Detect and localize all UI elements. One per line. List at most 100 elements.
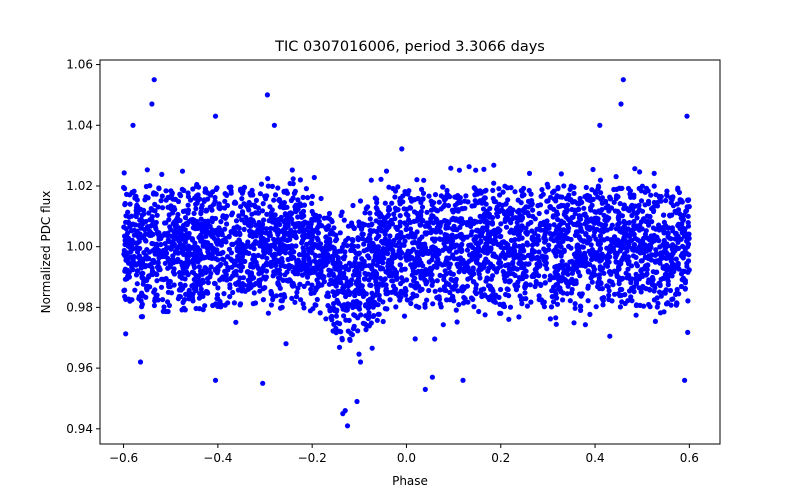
data-point xyxy=(290,269,296,275)
data-point xyxy=(523,296,529,302)
data-point xyxy=(456,167,462,173)
data-point xyxy=(209,233,215,239)
data-point xyxy=(667,287,674,294)
data-point xyxy=(267,247,273,253)
data-point xyxy=(178,270,184,276)
data-point xyxy=(440,322,446,328)
data-point xyxy=(263,268,270,274)
data-point xyxy=(214,270,220,276)
data-point xyxy=(437,287,443,293)
data-point xyxy=(418,199,424,205)
data-point xyxy=(498,221,504,227)
data-point xyxy=(419,249,425,255)
data-point xyxy=(516,314,522,320)
data-point xyxy=(388,262,394,268)
data-point xyxy=(445,203,452,209)
data-point xyxy=(163,220,169,226)
data-point xyxy=(386,289,392,296)
data-point xyxy=(412,239,418,245)
data-point xyxy=(554,263,560,269)
data-point xyxy=(518,265,525,271)
data-point xyxy=(229,212,235,218)
data-point xyxy=(533,280,540,287)
data-point xyxy=(515,209,521,215)
data-point xyxy=(230,273,236,279)
data-point xyxy=(294,289,300,295)
data-point xyxy=(153,219,159,226)
data-point xyxy=(561,183,567,189)
data-point xyxy=(389,200,395,206)
data-point xyxy=(523,268,529,274)
data-point xyxy=(123,331,129,337)
data-point xyxy=(314,235,320,241)
data-point xyxy=(208,228,215,234)
data-point xyxy=(305,195,311,201)
data-point xyxy=(345,279,351,285)
data-point xyxy=(593,190,599,196)
data-point xyxy=(442,197,448,203)
data-point xyxy=(246,207,252,213)
data-point xyxy=(595,240,601,246)
data-point xyxy=(676,245,682,251)
data-point xyxy=(196,278,202,284)
data-point xyxy=(209,207,215,213)
data-point xyxy=(401,206,407,212)
data-point xyxy=(458,199,464,205)
data-point xyxy=(466,242,472,248)
data-point xyxy=(130,256,136,262)
data-point xyxy=(486,232,492,239)
data-point xyxy=(153,226,159,232)
data-point xyxy=(357,282,363,288)
data-point xyxy=(411,278,417,284)
data-points xyxy=(121,77,692,429)
data-point xyxy=(428,198,434,204)
data-point xyxy=(225,254,231,260)
data-point xyxy=(355,328,361,334)
data-point xyxy=(418,244,424,250)
data-point xyxy=(150,271,156,278)
data-point xyxy=(536,249,542,255)
data-point xyxy=(529,228,535,234)
data-point xyxy=(333,238,339,244)
data-point xyxy=(582,253,588,259)
data-point xyxy=(259,208,266,214)
data-point xyxy=(310,306,316,312)
data-point xyxy=(241,287,247,293)
data-point xyxy=(636,202,642,208)
data-point xyxy=(371,258,377,264)
data-point xyxy=(180,232,187,238)
data-point xyxy=(500,250,506,256)
data-point xyxy=(239,217,245,223)
data-point xyxy=(411,218,417,224)
data-point xyxy=(142,227,148,233)
data-point xyxy=(547,205,554,211)
x-tick-label: 0.4 xyxy=(586,451,605,465)
data-point xyxy=(516,236,522,242)
data-point xyxy=(250,219,257,225)
data-point xyxy=(298,210,304,216)
data-point xyxy=(297,259,303,266)
data-point xyxy=(198,209,204,215)
data-point xyxy=(301,202,308,208)
data-point xyxy=(607,333,613,339)
data-point xyxy=(603,198,609,204)
data-point xyxy=(496,260,502,266)
data-point xyxy=(525,204,532,210)
data-point xyxy=(444,192,450,198)
data-point xyxy=(211,201,217,207)
data-point xyxy=(350,326,356,332)
data-point xyxy=(362,276,368,282)
data-point xyxy=(684,113,690,119)
data-point xyxy=(675,185,681,191)
data-point xyxy=(526,187,532,194)
data-point xyxy=(255,228,261,234)
data-point xyxy=(302,220,308,226)
data-point xyxy=(432,192,439,198)
data-point xyxy=(656,289,663,295)
data-point xyxy=(223,260,229,267)
data-point xyxy=(493,292,499,298)
data-point xyxy=(569,286,575,293)
data-point xyxy=(185,234,191,240)
data-point xyxy=(563,262,569,268)
data-point xyxy=(555,272,561,278)
